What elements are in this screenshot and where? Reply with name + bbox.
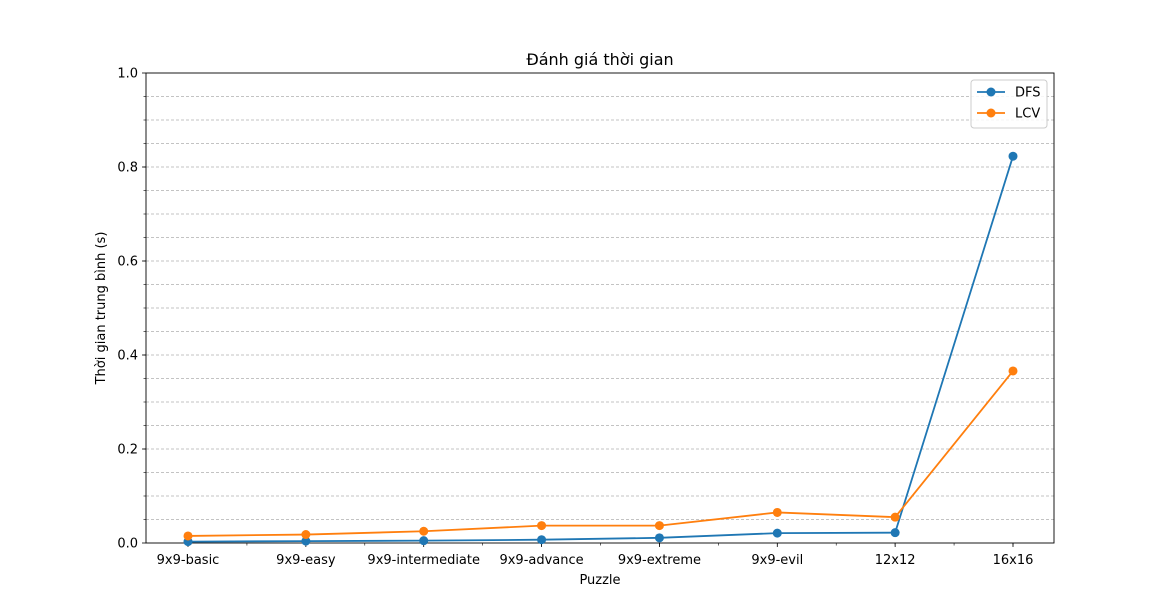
series-line-lcv (187, 370, 1014, 537)
data-point-dfs (301, 536, 311, 546)
legend-swatch-marker (986, 108, 996, 118)
y-tick-label: 0.2 (117, 443, 138, 458)
axes: 0.0 0.2 0.4 0.6 0.8 1.0 9x9-basic 9x9-easy 9x9-i… (117, 67, 1055, 568)
series-line-dfs (187, 155, 1014, 543)
y-tick-label: 0.4 (117, 349, 138, 364)
y-tick-label: 0.8 (117, 161, 138, 176)
y-tick-label: 1.0 (117, 67, 138, 82)
data-point-lcv (772, 507, 782, 517)
series-lines (183, 151, 1018, 547)
chart-title: Đánh giá thời gian (526, 50, 673, 69)
x-tick-label: 9x9-evil (751, 553, 803, 568)
data-point-dfs (890, 528, 900, 538)
plot-frame (145, 72, 1055, 544)
data-point-dfs (654, 533, 664, 543)
legend-swatch-marker (986, 87, 996, 97)
y-axis-title: Thời gian trung bình (s) (94, 232, 109, 386)
x-tick-label: 9x9-easy (276, 553, 336, 568)
data-point-dfs (537, 535, 547, 545)
x-tick-label: 9x9-advance (499, 553, 583, 568)
y-tick-label: 0.0 (117, 537, 138, 552)
x-tick-label: 9x9-basic (157, 553, 220, 568)
data-point-lcv (301, 530, 311, 540)
grid-lines (146, 96, 1054, 520)
x-axis-title: Puzzle (579, 573, 620, 588)
data-point-dfs (1008, 151, 1018, 161)
y-tick-label: 0.6 (117, 255, 138, 270)
data-point-dfs (772, 528, 782, 538)
legend-label: LCV (1015, 107, 1040, 122)
x-tick-label: 9x9-intermediate (367, 553, 480, 568)
legend: DFS LCV (970, 79, 1048, 129)
data-point-lcv (654, 521, 664, 531)
legend-label: DFS (1015, 86, 1041, 101)
data-point-lcv (183, 531, 193, 541)
x-tick-label: 16x16 (993, 553, 1034, 568)
data-point-lcv (890, 512, 900, 522)
data-point-dfs (419, 536, 429, 546)
x-tick-label: 12x12 (875, 553, 916, 568)
data-point-lcv (419, 526, 429, 536)
data-point-lcv (1008, 366, 1018, 376)
x-tick-label: 9x9-extreme (618, 553, 701, 568)
data-point-lcv (537, 521, 547, 531)
